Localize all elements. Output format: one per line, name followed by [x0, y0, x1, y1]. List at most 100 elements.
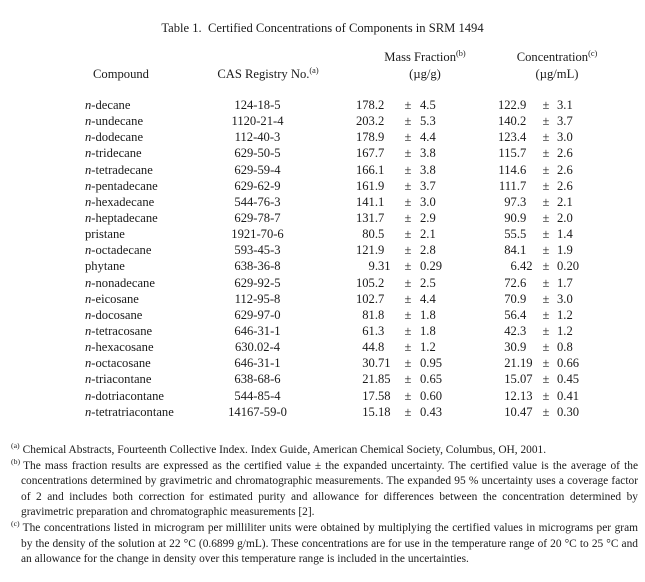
mass-fraction-value-frac: 7 [378, 210, 385, 225]
concentration-plus-minus: ± [542, 356, 550, 371]
concentration-value-int: 140. [497, 114, 520, 129]
mass-fraction-value-int: 166. [355, 162, 378, 177]
mass-fraction-value-frac: 8 [378, 307, 385, 322]
cas-number: 638-36-8 [234, 259, 281, 274]
mass-fraction-uncertainty: 3.8 [420, 162, 436, 177]
table-row: phytane 638-36-8 9. 31 ±0.29 6. 42 ±0.20 [0, 258, 645, 274]
concentration-plus-minus: ± [542, 323, 550, 338]
concentration-plus-minus: ± [542, 259, 550, 274]
concentration-value-int: 21. [504, 356, 520, 371]
concentration-header-line: Concentration(c) [477, 49, 637, 66]
concentration-value-frac: 47 [520, 404, 533, 419]
concentration-plus-minus: ± [542, 146, 550, 161]
mass-fraction-plus-minus: ± [404, 323, 412, 338]
mass-fraction-value-int: 102. [355, 291, 378, 306]
mass-fraction-value-frac: 7 [378, 291, 385, 306]
table-row: n-tetratriacontane 14167-59-0 15. 18 ±0.43 10… [0, 404, 645, 420]
mass-fraction-value-frac: 18 [378, 404, 391, 419]
concentration-plus-minus: ± [542, 372, 550, 387]
mass-fraction-uncertainty: 2.5 [420, 275, 436, 290]
mass-fraction-uncertainty: 5.3 [420, 114, 436, 129]
mass-fraction-plus-minus: ± [404, 275, 412, 290]
mass-fraction-value-frac: 2 [378, 275, 385, 290]
mass-fraction-value-int: 21. [362, 372, 378, 387]
mass-fraction-uncertainty: 0.60 [420, 388, 443, 403]
concentration-uncertainty: 0.8 [557, 340, 573, 355]
mass-fraction-value-frac: 9 [378, 130, 385, 145]
compound-prefix: n [85, 243, 92, 258]
mass-fraction-value-int: 141. [355, 194, 378, 209]
footnote-a-text: Chemical Abstracts, Fourteenth Collectiv… [22, 444, 547, 456]
mass-fraction-value-frac: 31 [378, 259, 391, 274]
mass-fraction-value-int: 203. [355, 114, 378, 129]
concentration-uncertainty: 3.7 [557, 114, 573, 129]
concentration-value-int: 30. [504, 340, 520, 355]
mass-fraction-value-int: 178. [355, 130, 378, 145]
cas-number: 124-18-5 [234, 98, 281, 112]
compound-name: n-pentadecane [85, 178, 158, 193]
concentration-plus-minus: ± [542, 210, 550, 225]
table-row: n-triacontane 638-68-6 21. 85 ±0.65 15. 07 ±0.4… [0, 371, 645, 387]
concentration-value-frac: 9 [520, 98, 527, 112]
mass-fraction-value-frac: 7 [378, 146, 385, 161]
concentration-unit: (µg/mL) [535, 66, 579, 81]
mass-fraction-plus-minus: ± [404, 404, 412, 419]
mass-fraction-header-line: Mass Fraction(b) [345, 49, 505, 66]
concentration-value-frac: 19 [520, 356, 533, 371]
cas-number: 629-78-7 [234, 210, 281, 225]
mass-fraction-value-frac: 1 [378, 194, 385, 209]
mass-fraction-value-int: 105. [355, 275, 378, 290]
compound-name: phytane [85, 259, 125, 274]
concentration-uncertainty: 2.6 [557, 162, 573, 177]
compound-name: n-docosane [85, 307, 143, 322]
mass-fraction-value-frac: 71 [378, 356, 391, 371]
concentration-plus-minus: ± [542, 243, 550, 258]
mass-fraction-uncertainty: 0.43 [420, 404, 443, 419]
concentration-uncertainty: 1.7 [557, 275, 573, 290]
mass-fraction-value-int: 44. [362, 340, 378, 355]
footnote-a: (a) Chemical Abstracts, Fourteenth Collec… [11, 442, 638, 459]
compound-prefix: n [85, 372, 92, 387]
concentration-plus-minus: ± [542, 340, 550, 355]
compound-name: n-dotriacontane [85, 388, 165, 403]
compound-name: n-tridecane [85, 146, 142, 161]
mass-fraction-value-frac: 9 [378, 178, 385, 193]
cas-number: 544-76-3 [234, 194, 281, 209]
compound-prefix: n [85, 130, 92, 145]
compound-prefix: n [85, 323, 92, 338]
concentration-value-frac: 7 [520, 178, 527, 193]
concentration-uncertainty: 0.41 [557, 388, 580, 403]
concentration-uncertainty: 2.6 [557, 178, 573, 193]
mass-fraction-plus-minus: ± [404, 162, 412, 177]
compound-prefix: n [85, 291, 92, 306]
mass-fraction-value-frac: 85 [378, 372, 391, 387]
concentration-plus-minus: ± [542, 178, 550, 193]
mass-fraction-footnote-marker: (b) [456, 48, 466, 58]
cas-footnote-marker: (a) [309, 65, 319, 75]
mass-fraction-value-frac: 2 [378, 114, 385, 129]
compound-prefix: n [85, 388, 92, 403]
concentration-plus-minus: ± [542, 162, 550, 177]
mass-fraction-value-int: 17. [362, 388, 378, 403]
compound-prefix: n [85, 404, 92, 419]
mass-fraction-value-int: 167. [355, 146, 378, 161]
concentration-value-frac: 3 [520, 194, 527, 209]
mass-fraction-plus-minus: ± [404, 307, 412, 322]
cas-number: 112-40-3 [234, 130, 281, 145]
compound-name: n-hexacosane [85, 340, 154, 355]
compound-name: n-dodecane [85, 130, 144, 145]
table-row: n-pentadecane 629-62-9 161. 9 ±3.7 111. 7 ±2.6 [0, 178, 645, 194]
mass-fraction-value-int: 61. [362, 323, 378, 338]
mass-fraction-plus-minus: ± [404, 210, 412, 225]
concentration-value-frac: 6 [520, 275, 527, 290]
compound-prefix: n [85, 146, 92, 161]
footnote-c-marker: (c) [11, 519, 20, 529]
compound-name: pristane [85, 227, 125, 242]
mass-fraction-value-int: 131. [355, 210, 378, 225]
concentration-uncertainty: 3.0 [557, 291, 573, 306]
cas-number: 646-31-1 [234, 323, 281, 338]
table-row: n-nonadecane 629-92-5 105. 2 ±2.5 72. 6 ±1.7 [0, 275, 645, 291]
concentration-value-frac: 1 [520, 243, 527, 258]
mass-fraction-value-frac: 2 [378, 98, 385, 112]
mass-fraction-uncertainty: 4.5 [420, 98, 436, 112]
